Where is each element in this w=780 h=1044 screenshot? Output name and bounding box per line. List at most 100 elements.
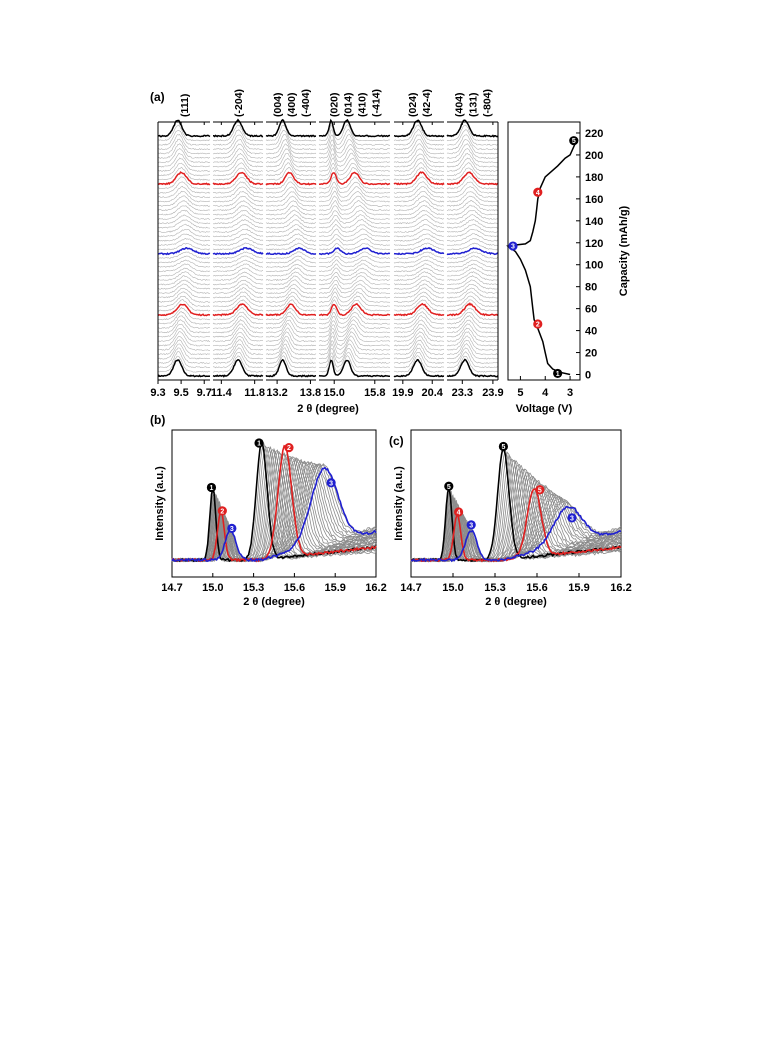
xrd-trace: [446, 315, 499, 329]
xrd-trace: [393, 352, 445, 369]
x-tick-label: 23.3: [452, 387, 473, 399]
xrd-trace: [157, 251, 211, 260]
state-marker-3: [567, 513, 577, 523]
voltage-frame: [507, 121, 581, 381]
capacity-tick-label: 40: [585, 326, 597, 338]
xrd-trace: [393, 128, 445, 146]
panel-a-label: (a): [150, 90, 165, 104]
xrd-trace: [265, 315, 317, 329]
xrd-trace: [266, 279, 317, 290]
panel-c-plot: 5 4 3 5 5 3 14.7 15.0 15.3 15.6 15.9 16.2 2 θ (degre…: [393, 429, 632, 608]
state-marker-label: 4: [457, 510, 461, 517]
state-marker-1: [206, 482, 217, 493]
state-marker-5: [569, 136, 579, 146]
xrd-trace: [212, 251, 264, 260]
xrd-trace: [318, 176, 391, 190]
highlight-trace: [265, 303, 316, 317]
xrd-trace: [157, 185, 211, 199]
state-marker-4: [533, 187, 543, 197]
xrd-trace: [157, 133, 211, 151]
xrd-trace: [446, 199, 499, 212]
x-tick-label: 15.9: [324, 582, 345, 594]
xrd-trace: [318, 238, 390, 247]
xrd-trace: [318, 134, 391, 151]
xrd-trace: [157, 283, 211, 295]
xrd-trace: [213, 283, 264, 294]
xrd-trace: [393, 347, 445, 364]
xrd-trace: [393, 209, 445, 220]
xrd-trace: [157, 275, 211, 286]
xrd-trace: [318, 195, 391, 207]
highlight-trace: [318, 246, 391, 256]
xrd-trace: [212, 323, 264, 338]
xrd-trace: [318, 190, 391, 203]
x-tick-label: 15.0: [202, 582, 223, 594]
x-tick-label: 11.8: [244, 387, 265, 399]
xrd-trace: [318, 214, 391, 225]
x-axis-title: 2 θ (degree): [243, 596, 305, 608]
xrd-trace: [212, 176, 264, 190]
xrd-trace: [157, 355, 211, 373]
xrd-trace: [157, 209, 211, 220]
xrd-trace: [157, 267, 211, 277]
x-tick-label: 16.2: [365, 582, 386, 594]
xrd-trace: [265, 264, 317, 273]
xrd-trace: [318, 255, 391, 264]
xrd-trace: [446, 233, 499, 242]
xrd-trace: [212, 200, 264, 212]
state-marker-label: 5: [447, 484, 451, 491]
xrd-trace: [446, 295, 499, 308]
highlight-trace: [157, 359, 211, 378]
xrd-trace: [393, 327, 445, 342]
xrd-trace: [446, 191, 499, 203]
hkl-label: (024): [407, 92, 419, 117]
capacity-tick-label: 20: [585, 348, 597, 360]
xrd-trace: [393, 335, 445, 351]
xrd-trace: [446, 209, 498, 220]
xrd-trace: [212, 271, 264, 281]
xrd-trace: [157, 205, 210, 216]
state-marker-1: [553, 368, 563, 379]
xrd-trace: [212, 351, 264, 369]
highlight-trace: [265, 118, 317, 138]
x-tick-label: 15.3: [484, 582, 505, 594]
xrd-trace: [393, 219, 445, 229]
xrd-trace: [265, 176, 317, 190]
xrd-trace: [318, 335, 391, 351]
x-tick-label: 15.6: [284, 582, 305, 594]
highlight-trace: [265, 247, 317, 256]
xrd-trace: [157, 307, 211, 321]
highlight-trace: [212, 171, 264, 186]
xrd-stack-panel: 9.3 9.5 9.7 (111) 11.4 11.8 (-204) 13.2 13.8 (004…: [150, 89, 503, 415]
xrd-trace: [158, 190, 211, 203]
capacity-tick-label: 60: [585, 304, 597, 316]
xrd-trace: [318, 148, 391, 164]
xrd-trace: [212, 259, 264, 268]
xrd-trace: [157, 124, 211, 142]
panel-b-label: (b): [150, 413, 165, 427]
hkl-label: (-414): [371, 89, 383, 117]
xrd-trace: [265, 311, 316, 325]
xrd-trace: [393, 319, 445, 334]
xrd-trace: [318, 271, 391, 281]
xrd-trace: [212, 279, 264, 290]
xrd-trace: [212, 255, 264, 264]
xrd-trace: [318, 291, 391, 303]
highlight-trace: [318, 302, 391, 317]
xrd-trace: [157, 351, 211, 369]
x-tick-label: 16.2: [610, 582, 631, 594]
xrd-trace: [212, 287, 264, 299]
xrd-trace: [265, 162, 317, 177]
x-tick-label: 9.7: [197, 387, 212, 399]
xrd-trace: [319, 167, 391, 181]
y-axis-title: Intensity (a.u.): [393, 466, 405, 541]
xrd-trace: [318, 228, 390, 238]
state-marker-2: [533, 319, 543, 329]
xrd-trace: [212, 181, 264, 194]
xrd-trace: [212, 295, 264, 308]
voltage-curve: [506, 143, 576, 376]
xrd-trace: [212, 263, 264, 273]
xrd-trace: [394, 275, 445, 286]
xrd-trace: [318, 319, 390, 334]
xrd-trace: [157, 176, 210, 190]
